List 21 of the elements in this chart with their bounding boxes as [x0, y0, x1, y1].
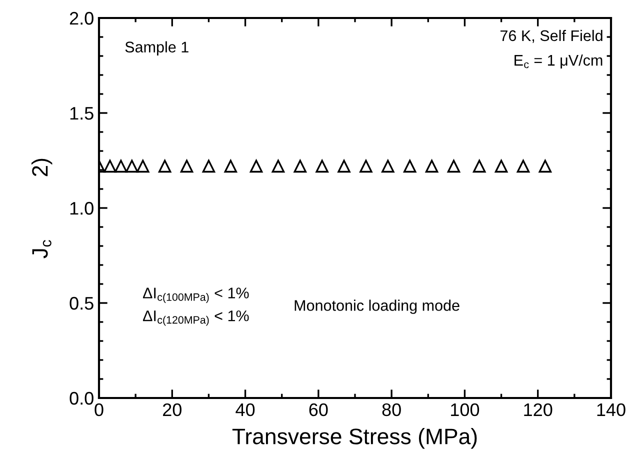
annotation: 76 K, Self Field: [500, 30, 602, 43]
y-tick-label: 1.5: [70, 107, 94, 120]
x-tick-label: 20: [163, 403, 182, 416]
y-tick-label: 2.0: [70, 12, 94, 25]
x-tick-label: 100: [451, 403, 480, 416]
x-axis-title: Transverse Stress (MPa): [232, 428, 477, 449]
annotation: ΔI$_{c(100MPa)}$ < 1%: [142, 288, 249, 304]
x-tick-label: 0: [94, 403, 104, 416]
y-tick-label: 0.5: [70, 296, 94, 310]
annotation: ΔI$_{c(120MPa)}$ < 1%: [142, 310, 249, 326]
annotation: E$_{c}$ = 1 μV/cm: [514, 54, 602, 68]
annotation: Sample 1: [125, 41, 188, 56]
x-tick-label: 120: [524, 403, 552, 416]
x-tick-label: 140: [597, 403, 626, 416]
text: J$_{c}$ 2): [31, 158, 52, 258]
y-tick-label: 1.0: [70, 202, 94, 215]
x-tick-label: 40: [236, 403, 255, 416]
x-tick-label: 80: [382, 403, 401, 416]
annotation: Monotonic loading mode: [294, 300, 460, 314]
y-tick-label: 0.0: [70, 392, 94, 405]
x-tick-label: 60: [309, 403, 328, 416]
